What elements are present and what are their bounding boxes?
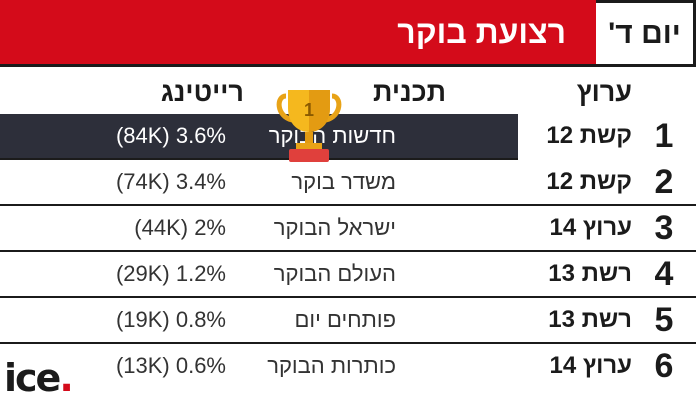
table-row: 1 קשת 12 חדשות הבוקר (84K) 3.6% (0, 114, 696, 160)
page-title: רצועת בוקר (397, 13, 566, 50)
title-bar: רצועת בוקר (0, 0, 596, 64)
channel-cell-bg (518, 114, 696, 160)
logo: ice. (4, 356, 74, 400)
day-text: יום ד' (608, 16, 681, 50)
rating-cell: (29K) 1.2% (115, 261, 226, 286)
rating-cell: (44K) 2% (134, 215, 226, 240)
show-cell: ישראל הבוקר (273, 215, 396, 240)
channel-cell: קשת 12 (546, 168, 632, 195)
rating-cell: (19K) 0.8% (115, 307, 226, 332)
rating-cell: (74K) 3.4% (115, 169, 226, 194)
show-cell: העולם הבוקר (273, 261, 396, 286)
day-label: יום ד' (596, 0, 696, 67)
trophy-icon: 1 (276, 90, 342, 162)
rating-cell: (13K) 0.6% (115, 353, 226, 378)
rank-cell: 5 (654, 300, 674, 339)
column-header-rating: רייטינג (160, 77, 244, 107)
rank-cell: 6 (654, 346, 674, 385)
show-cell: פותחים יום (294, 307, 396, 332)
show-cell: חדשות הבוקר (268, 123, 396, 148)
show-cell: כותרות הבוקר (267, 353, 396, 378)
column-header-channel: ערוץ (576, 77, 632, 107)
table-row: 4 רשת 13 העולם הבוקר (29K) 1.2% (0, 252, 696, 298)
channel-cell: ערוץ 14 (549, 352, 633, 379)
rank-cell: 1 (654, 116, 674, 155)
column-header-show: תכנית (373, 77, 446, 107)
rating-cell: (84K) 3.6% (115, 123, 226, 148)
channel-cell: רשת 13 (548, 306, 632, 333)
trophy-number: 1 (304, 100, 314, 120)
channel-cell: קשת 12 (546, 122, 632, 149)
table-row: 5 רשת 13 פותחים יום (19K) 0.8% (0, 298, 696, 344)
rank-cell: 3 (654, 208, 674, 247)
table-row: 6 ערוץ 14 כותרות הבוקר (13K) 0.6% (0, 344, 696, 390)
table-row: 3 ערוץ 14 ישראל הבוקר (44K) 2% (0, 206, 696, 252)
channel-cell: רשת 13 (548, 260, 632, 287)
channel-cell: ערוץ 14 (549, 214, 633, 241)
table-row: 2 קשת 12 משדר בוקר (74K) 3.4% (0, 160, 696, 206)
rank-cell: 4 (654, 254, 674, 293)
show-cell: משדר בוקר (291, 169, 396, 194)
rank-cell: 2 (654, 162, 674, 201)
table-header: ערוץ תכנית רייטינג (0, 64, 696, 114)
logo-text: ice (4, 356, 61, 400)
logo-dot: . (59, 356, 74, 400)
